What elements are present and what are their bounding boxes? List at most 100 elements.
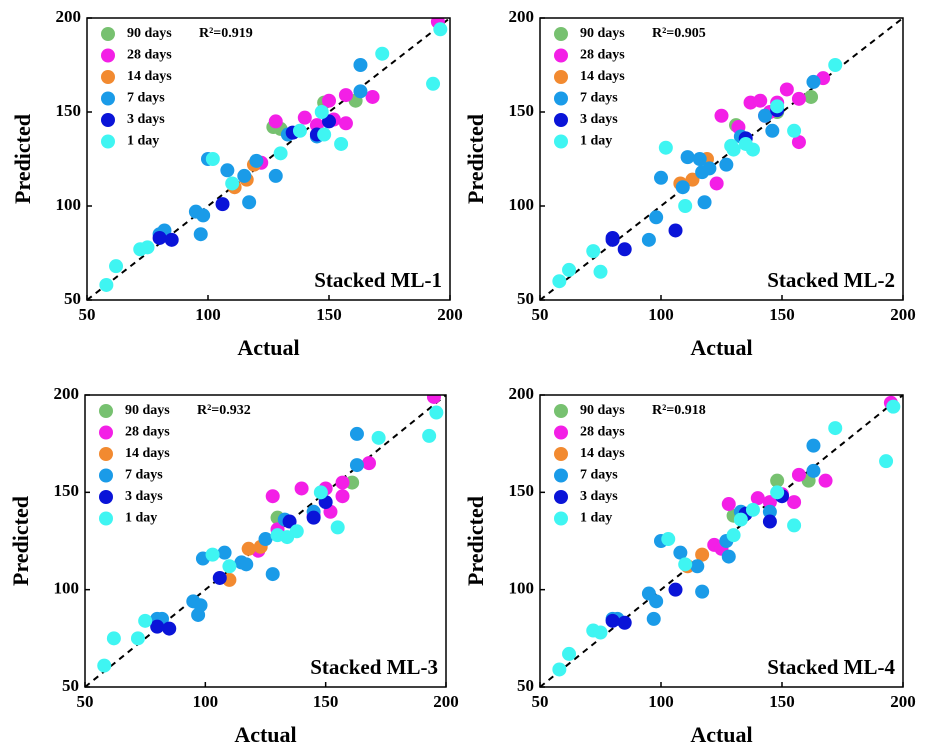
point <box>239 557 254 572</box>
points <box>99 18 448 292</box>
point <box>804 89 819 104</box>
legend-marker <box>554 134 568 149</box>
y-tick-label: 50 <box>62 676 79 695</box>
point <box>787 123 802 138</box>
legend-label: 7 days <box>125 468 163 483</box>
point <box>109 259 124 274</box>
legend-label: 1 day <box>125 511 157 526</box>
legend-marker <box>554 511 568 526</box>
y-tick-label: 50 <box>517 676 534 695</box>
point <box>586 244 601 259</box>
point <box>552 274 567 289</box>
panel-annotation: Stacked ML-3 <box>310 655 438 679</box>
plot-frame <box>86 17 451 301</box>
point <box>745 502 760 517</box>
y-tick-label: 150 <box>509 101 535 120</box>
points <box>552 395 901 677</box>
point <box>338 88 353 103</box>
points <box>97 395 444 673</box>
y-tick-label: 100 <box>509 579 535 598</box>
point <box>721 549 736 564</box>
point <box>330 520 345 535</box>
point <box>692 152 707 166</box>
point <box>673 545 688 560</box>
y-tick-label: 150 <box>56 101 82 120</box>
legend-marker <box>554 425 568 440</box>
point <box>196 208 211 223</box>
point <box>879 454 894 469</box>
point <box>702 161 717 176</box>
point <box>150 619 165 634</box>
legend-label: 7 days <box>580 91 618 106</box>
x-tick-label: 150 <box>316 305 342 324</box>
legend-label: 28 days <box>580 48 625 63</box>
point <box>426 76 441 91</box>
x-tick-label: 150 <box>313 692 339 711</box>
point <box>605 232 620 247</box>
legend-label: 90 days <box>580 26 625 41</box>
point <box>306 510 321 525</box>
legend-label: 28 days <box>125 425 170 440</box>
point <box>695 584 710 599</box>
legend-label: 14 days <box>127 69 172 84</box>
point <box>762 504 777 519</box>
panel-annotation: Stacked ML-2 <box>767 268 895 292</box>
point <box>268 114 283 129</box>
legend-label: 28 days <box>580 425 625 440</box>
y-tick-label: 200 <box>56 7 82 26</box>
y-axis-label: Predicted <box>463 114 488 204</box>
point <box>258 532 273 547</box>
legend-marker <box>554 113 568 127</box>
point <box>97 658 112 673</box>
x-tick-label: 150 <box>769 692 795 711</box>
legend-label: 1 day <box>580 511 612 526</box>
point <box>249 153 264 168</box>
point <box>426 395 441 404</box>
x-tick-label: 50 <box>79 305 96 324</box>
x-tick-label: 50 <box>532 692 549 711</box>
point <box>617 242 632 257</box>
point <box>237 168 252 183</box>
point <box>714 108 729 123</box>
point <box>138 613 153 628</box>
point <box>719 157 734 172</box>
point <box>222 559 237 574</box>
legend-marker <box>99 511 113 526</box>
legend-label: 1 day <box>127 134 159 149</box>
y-axis-label: Predicted <box>10 114 35 204</box>
point <box>162 621 177 636</box>
point <box>758 108 773 123</box>
point <box>762 495 777 510</box>
point <box>806 74 821 89</box>
point <box>349 458 364 473</box>
point <box>791 91 806 106</box>
point <box>787 518 802 533</box>
point <box>791 467 806 482</box>
point <box>280 530 295 545</box>
point <box>242 195 257 210</box>
panel: 50 100 150 200 50 100 150 200 90 days 28 days 14 d… <box>463 384 916 747</box>
x-tick-label: 100 <box>193 692 219 711</box>
point <box>225 176 240 191</box>
point <box>724 138 739 153</box>
point <box>338 116 353 131</box>
plot-frame <box>539 394 904 688</box>
point <box>335 475 350 490</box>
y-tick-label: 50 <box>64 289 81 308</box>
legend-marker <box>554 447 568 461</box>
point <box>152 230 167 245</box>
point <box>317 127 332 142</box>
legend-marker <box>554 468 568 483</box>
point <box>241 541 256 556</box>
y-tick-label: 200 <box>509 384 535 403</box>
point <box>738 136 753 151</box>
point <box>661 532 676 547</box>
legend-marker <box>101 91 115 106</box>
point <box>690 559 705 574</box>
point <box>353 58 368 72</box>
points <box>552 58 843 289</box>
point <box>680 150 695 165</box>
legend-marker <box>554 27 568 41</box>
point <box>886 399 901 414</box>
point <box>99 277 114 292</box>
